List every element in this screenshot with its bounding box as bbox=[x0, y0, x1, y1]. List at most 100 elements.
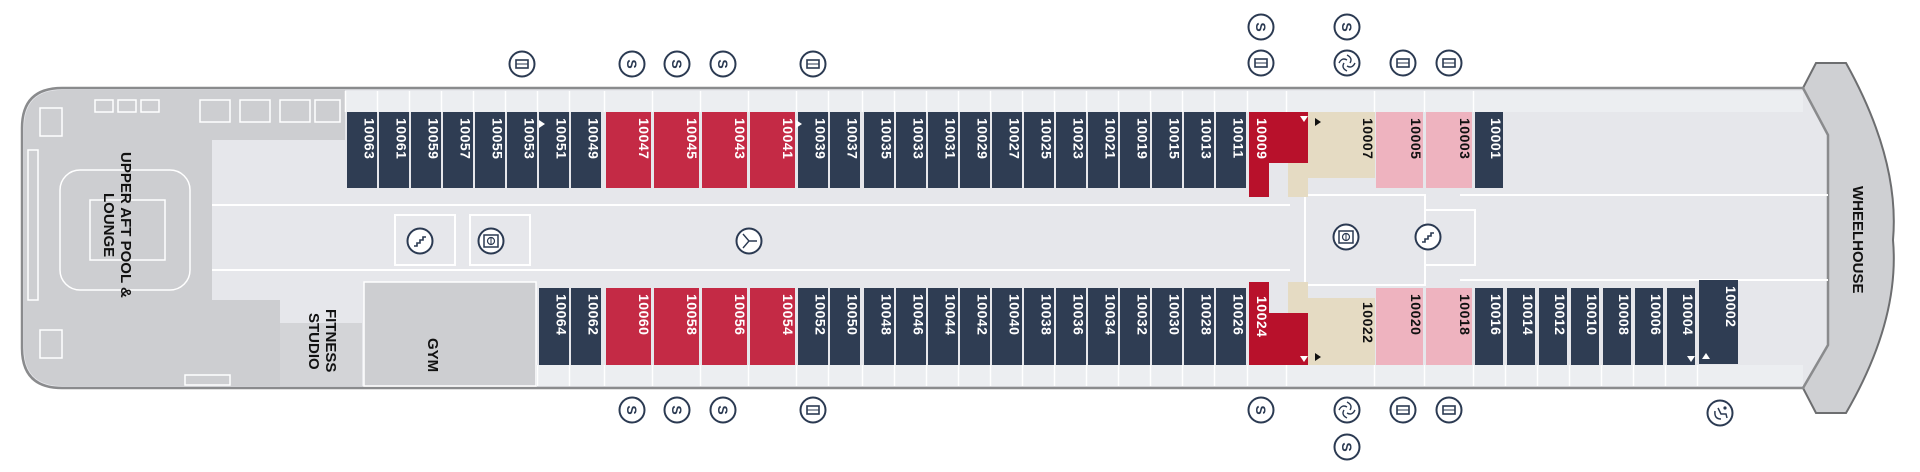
cabin-10054[interactable]: 10054 bbox=[750, 288, 796, 365]
s-icon[interactable]: S bbox=[663, 50, 691, 78]
cabin-10045[interactable]: 10045 bbox=[654, 112, 700, 188]
cabin-10013[interactable]: 10013 bbox=[1184, 112, 1215, 188]
cabin-10044[interactable]: 10044 bbox=[928, 288, 959, 365]
cabin-10059[interactable]: 10059 bbox=[411, 112, 442, 188]
cabin-number: 10016 bbox=[1488, 294, 1504, 336]
cabin-10019[interactable]: 10019 bbox=[1120, 112, 1151, 188]
cabin-10064[interactable]: 10064 bbox=[539, 288, 570, 365]
wheelchair-accessible-icon[interactable] bbox=[1706, 399, 1734, 427]
cabin-10028[interactable]: 10028 bbox=[1184, 288, 1215, 365]
connecting-door-icon[interactable] bbox=[799, 396, 827, 424]
cabin-10012[interactable]: 10012 bbox=[1539, 288, 1568, 365]
gym-area bbox=[363, 281, 537, 387]
cabin-10029[interactable]: 10029 bbox=[960, 112, 991, 188]
cabin-10041[interactable]: 10041 bbox=[750, 112, 796, 188]
cabin-10003[interactable]: 10003 bbox=[1426, 112, 1473, 188]
cabin-10060[interactable]: 10060 bbox=[606, 288, 652, 365]
s-icon[interactable]: S bbox=[1333, 433, 1361, 461]
cabin-10005[interactable]: 10005 bbox=[1376, 112, 1424, 188]
cabin-10014[interactable]: 10014 bbox=[1507, 288, 1536, 365]
s-icon[interactable]: S bbox=[663, 396, 691, 424]
cabin-10016[interactable]: 10016 bbox=[1475, 288, 1504, 365]
cabin-10035[interactable]: 10035 bbox=[864, 112, 895, 188]
cabin-10004[interactable]: 10004 bbox=[1667, 288, 1696, 365]
cabin-10011[interactable]: 10011 bbox=[1216, 112, 1247, 188]
whirlpool-icon[interactable] bbox=[1333, 49, 1361, 77]
cabin-number: 10056 bbox=[732, 294, 748, 336]
cabin-10061[interactable]: 10061 bbox=[379, 112, 410, 188]
stairs-icon[interactable] bbox=[1414, 223, 1442, 251]
cabin-10018[interactable]: 10018 bbox=[1426, 288, 1473, 365]
cabin-10039[interactable]: 10039 bbox=[798, 112, 829, 188]
cabin-10062[interactable]: 10062 bbox=[571, 288, 602, 365]
cabin-10001[interactable]: 10001 bbox=[1475, 112, 1504, 188]
cabin-10021[interactable]: 10021 bbox=[1088, 112, 1119, 188]
cabin-10042[interactable]: 10042 bbox=[960, 288, 991, 365]
svg-text:S: S bbox=[669, 59, 685, 68]
cabin-10020[interactable]: 10020 bbox=[1376, 288, 1424, 365]
cabin-number: 10048 bbox=[878, 294, 895, 336]
elevator-icon[interactable] bbox=[1332, 223, 1360, 251]
cabin-10049[interactable]: 10049 bbox=[571, 112, 602, 188]
connecting-door-icon[interactable] bbox=[799, 50, 827, 78]
s-icon[interactable]: S bbox=[1247, 13, 1275, 41]
cabin-10023[interactable]: 10023 bbox=[1056, 112, 1087, 188]
cabin-10053[interactable]: 10053 bbox=[507, 112, 538, 188]
cabin-10046[interactable]: 10046 bbox=[896, 288, 927, 365]
pool-lounge-label: UPPER AFT POOL & LOUNGE bbox=[100, 152, 134, 298]
cabin-10055[interactable]: 10055 bbox=[475, 112, 506, 188]
cabin-10038[interactable]: 10038 bbox=[1024, 288, 1055, 365]
s-icon[interactable]: S bbox=[618, 396, 646, 424]
cabin-10058[interactable]: 10058 bbox=[654, 288, 700, 365]
cabin-10050[interactable]: 10050 bbox=[830, 288, 861, 365]
cabin-10063[interactable]: 10063 bbox=[347, 112, 378, 188]
s-icon[interactable]: S bbox=[709, 50, 737, 78]
cabin-10032[interactable]: 10032 bbox=[1120, 288, 1151, 365]
cabin-number: 10020 bbox=[1408, 294, 1424, 336]
cabin-10002[interactable]: 10002 bbox=[1699, 280, 1739, 364]
cabin-10025[interactable]: 10025 bbox=[1024, 112, 1055, 188]
connecting-door-icon[interactable] bbox=[1389, 49, 1417, 77]
connecting-door-icon[interactable] bbox=[508, 50, 536, 78]
connecting-door-icon[interactable] bbox=[1389, 396, 1417, 424]
cabin-10027[interactable]: 10027 bbox=[992, 112, 1023, 188]
cabin-number: 10027 bbox=[1006, 118, 1023, 160]
cabin-number: 10024 bbox=[1254, 296, 1270, 338]
stairs-icon[interactable] bbox=[406, 227, 434, 255]
cabin-10010[interactable]: 10010 bbox=[1571, 288, 1600, 365]
cabin-10036[interactable]: 10036 bbox=[1056, 288, 1087, 365]
cabin-10057[interactable]: 10057 bbox=[443, 112, 474, 188]
connecting-door-icon[interactable] bbox=[1435, 396, 1463, 424]
cabin-10043[interactable]: 10043 bbox=[702, 112, 748, 188]
cabin-10030[interactable]: 10030 bbox=[1152, 288, 1183, 365]
cabin-10034[interactable]: 10034 bbox=[1088, 288, 1119, 365]
cabin-10031[interactable]: 10031 bbox=[928, 112, 959, 188]
cabin-10033[interactable]: 10033 bbox=[896, 112, 927, 188]
cabin-10008[interactable]: 10008 bbox=[1603, 288, 1632, 365]
cabin-10037[interactable]: 10037 bbox=[830, 112, 861, 188]
elevator-icon[interactable] bbox=[477, 227, 505, 255]
cabin-10052[interactable]: 10052 bbox=[798, 288, 829, 365]
cabin-10015[interactable]: 10015 bbox=[1152, 112, 1183, 188]
connecting-door-icon[interactable] bbox=[1435, 49, 1463, 77]
connecting-door-icon[interactable] bbox=[1247, 49, 1275, 77]
wifi-icon[interactable] bbox=[735, 227, 763, 255]
s-icon[interactable]: S bbox=[1247, 396, 1275, 424]
s-icon[interactable]: S bbox=[1333, 13, 1361, 41]
cabin-number: 10036 bbox=[1070, 294, 1087, 336]
cabin-10006[interactable]: 10006 bbox=[1635, 288, 1664, 365]
triangle-marker-icon bbox=[539, 120, 545, 128]
cabin-10048[interactable]: 10048 bbox=[864, 288, 895, 365]
s-icon[interactable]: S bbox=[618, 50, 646, 78]
cabin-number: 10038 bbox=[1038, 294, 1055, 336]
cabin-number: 10037 bbox=[844, 118, 861, 160]
cabin-number: 10061 bbox=[393, 118, 410, 160]
svg-text:S: S bbox=[715, 59, 731, 68]
cabin-10056[interactable]: 10056 bbox=[702, 288, 748, 365]
cabin-10026[interactable]: 10026 bbox=[1216, 288, 1247, 365]
s-icon[interactable]: S bbox=[709, 396, 737, 424]
cabin-10040[interactable]: 10040 bbox=[992, 288, 1023, 365]
cabin-10047[interactable]: 10047 bbox=[606, 112, 652, 188]
whirlpool-icon[interactable] bbox=[1333, 396, 1361, 424]
